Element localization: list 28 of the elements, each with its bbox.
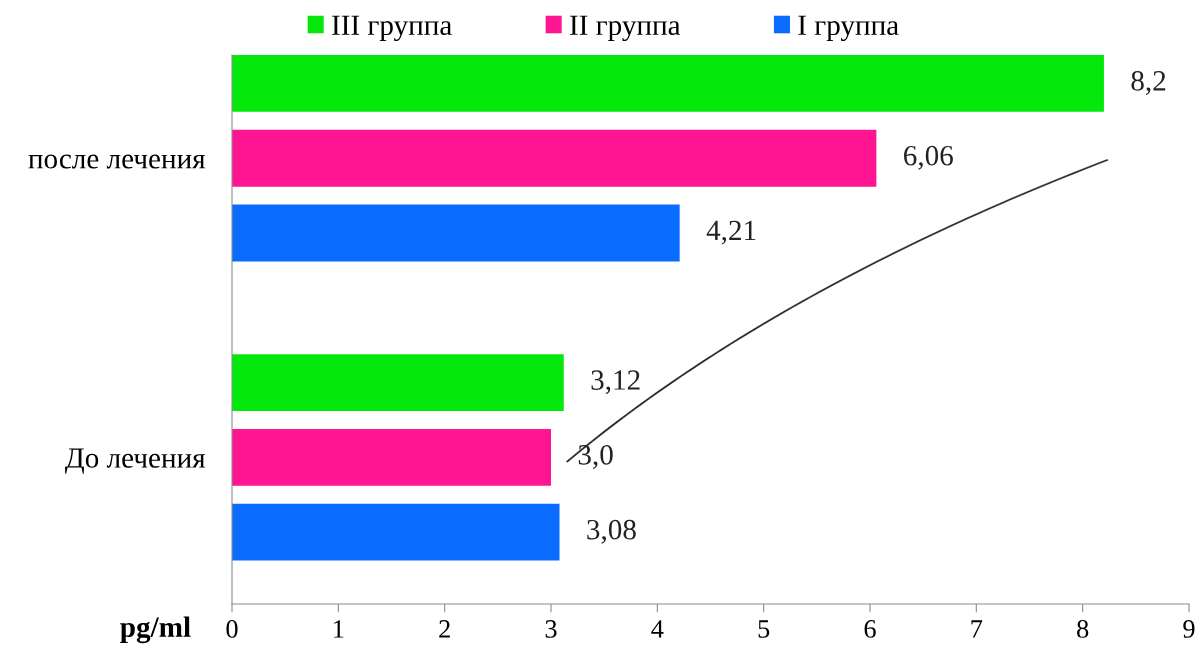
legend-label: III группа (332, 15, 452, 42)
data-label: 4,21 (706, 220, 756, 245)
data-label: 3,12 (591, 370, 640, 395)
bar (232, 503, 560, 561)
bar (232, 354, 564, 412)
bar (232, 129, 877, 187)
data-label: 3,0 (578, 445, 613, 469)
bar (232, 55, 1104, 112)
x-tick-label: 6 (864, 620, 876, 638)
data-label: 3,08 (587, 519, 636, 544)
legend-label: I группа (798, 15, 899, 42)
legend-label: II группа (570, 15, 681, 42)
x-tick-label: 5 (758, 620, 770, 638)
y-tick-label: после лечения (28, 154, 206, 169)
x-tick-label: 1 (334, 620, 344, 638)
x-tick-label: 7 (971, 620, 983, 638)
bar (232, 204, 680, 262)
x-tick-label: 3 (545, 620, 557, 638)
x-tick-label: 9 (1183, 620, 1195, 638)
x-tick-label: 0 (226, 620, 238, 638)
data-label: 8,2 (1131, 71, 1166, 95)
x-axis-title: pg/ml (120, 616, 191, 644)
y-tick-label: До лечения (65, 448, 206, 474)
data-label: 6,06 (904, 145, 953, 170)
x-tick-label: 2 (439, 620, 450, 638)
bar (232, 428, 551, 486)
x-tick-label: 4 (651, 620, 664, 638)
x-tick-label: 8 (1077, 620, 1089, 638)
